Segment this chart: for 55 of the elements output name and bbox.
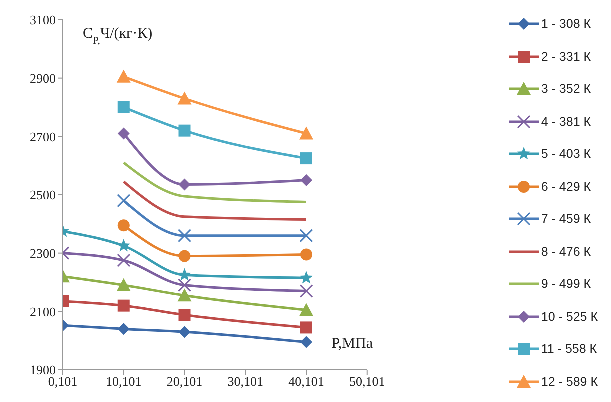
point: [118, 102, 130, 114]
point: [117, 239, 131, 252]
legend-label: 9 - 499 К: [541, 277, 592, 292]
point: [117, 194, 131, 208]
legend-label: 4 - 381 К: [541, 114, 592, 129]
y-tick-label: 2300: [30, 246, 56, 261]
x-tick-label: 30,101: [228, 374, 264, 390]
point: [118, 128, 130, 140]
legend-label: 2 - 331 К: [541, 50, 592, 64]
point: [300, 152, 312, 165]
x-axis-title: P,МПа: [332, 336, 374, 352]
legend-label: 6 - 429 К: [541, 180, 592, 194]
point: [178, 309, 191, 322]
y-tick-label: 3100: [30, 12, 56, 28]
point: [300, 322, 312, 334]
point: [116, 278, 131, 292]
legend-label: 10 - 525 К: [541, 310, 598, 324]
point: [300, 229, 314, 243]
y-tick-label: 2700: [30, 129, 56, 144]
point: [300, 336, 312, 348]
x-tick-label: 20,101: [166, 374, 203, 390]
point: [300, 271, 314, 284]
point: [178, 92, 192, 105]
x-tick-label: 50,101: [350, 374, 386, 390]
point: [300, 303, 314, 316]
y-tick-label: 2900: [30, 70, 56, 86]
point: [178, 229, 192, 243]
point: [300, 284, 314, 298]
y-tick-label: 2500: [30, 188, 56, 203]
legend-label: 12 - 589 К: [541, 374, 598, 389]
point: [118, 220, 130, 232]
point: [300, 126, 314, 140]
point: [178, 288, 192, 302]
point: [178, 268, 192, 281]
point: [178, 124, 191, 137]
x-tick-label: 10,101: [106, 374, 142, 390]
point: [300, 174, 312, 186]
point: [178, 326, 191, 338]
point: [118, 323, 130, 336]
legend-label: 11 - 558 К: [541, 342, 598, 356]
point: [118, 300, 130, 312]
point: [178, 178, 191, 191]
y-tick-label: 2100: [30, 304, 56, 320]
point: [116, 70, 131, 83]
point: [178, 278, 192, 292]
legend-label: 7 - 459 К: [541, 212, 592, 226]
legend-label: 5 - 403 К: [541, 147, 592, 162]
legend-label: 3 - 352 К: [541, 82, 592, 96]
point: [117, 254, 131, 268]
y-axis-title: C$_{P,}$Ч/(кг·К): [83, 26, 153, 46]
point: [300, 248, 312, 261]
x-tick-label: 40,101: [288, 374, 324, 390]
legend-label: 1 - 308 К: [541, 17, 592, 32]
point: [178, 250, 191, 262]
legend-label: 8 - 476 К: [541, 244, 592, 259]
